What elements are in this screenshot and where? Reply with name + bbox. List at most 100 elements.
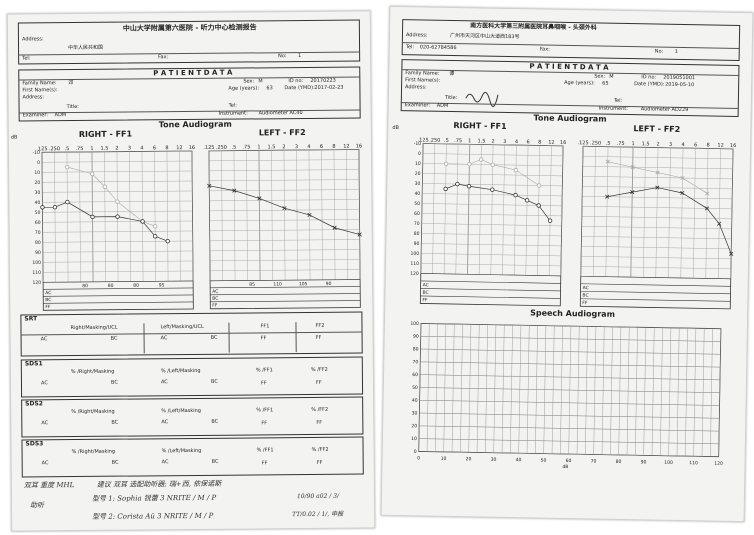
freq-gridline <box>525 145 529 276</box>
speech-v-gridline <box>626 327 630 456</box>
threshold-line <box>445 183 551 221</box>
speech-v-gridline <box>701 328 705 457</box>
freq-gridline <box>420 143 424 274</box>
left-examiner-label: Examiner: <box>22 112 49 119</box>
left-age-label: Age (years): <box>228 85 260 92</box>
threshold-point <box>115 214 120 219</box>
speech-v-gridline <box>510 325 513 454</box>
row-line <box>43 301 194 304</box>
db-tick-label: 20 <box>415 171 421 177</box>
freq-gridline <box>179 151 181 282</box>
freq-tick-label: .75 <box>75 146 83 152</box>
left-left-ear-title: LEFT - FF2 <box>258 127 306 138</box>
db-gridline <box>209 179 360 182</box>
freq-gridline <box>41 152 44 283</box>
speech-v-gridline <box>601 326 605 455</box>
row-value: 80 <box>82 283 88 289</box>
row-value: 95 <box>159 282 165 288</box>
left-title-label: Title: <box>66 103 79 111</box>
speech-v-gridline <box>660 327 663 456</box>
row-label: FF <box>45 304 51 310</box>
left-hand-line2a: 助听 <box>30 501 45 510</box>
db-gridline <box>420 263 561 267</box>
right-sex-value: M <box>609 73 614 80</box>
speech-v-gridline <box>668 327 672 456</box>
db-gridline <box>209 199 360 202</box>
threshold-point <box>729 251 734 256</box>
left-hand-line1b: 建议 双耳 选配助听器; 瑞+西, 依保诺斯 <box>96 479 222 489</box>
threshold-point <box>704 206 710 211</box>
db-tick-label: 120 <box>410 271 419 277</box>
speech-x-tick: 120 <box>714 461 723 467</box>
right-right-ear-title: RIGHT - FF1 <box>453 120 507 131</box>
speech-x-tick: 110 <box>689 460 698 466</box>
freq-tick-label: .250 <box>49 146 60 152</box>
left-date-value: 2017-02-23 <box>314 84 344 91</box>
sds-col-left: % /Left/Masking <box>161 447 202 455</box>
sds-title: SDS3 <box>25 440 44 448</box>
freq-tick-label: 2 <box>282 144 285 150</box>
left-srt-bc-r: BC <box>110 335 118 342</box>
threshold-point <box>232 188 237 193</box>
sds-bc-left: BC <box>211 458 219 465</box>
speech-v-gridline <box>693 328 697 457</box>
speech-v-gridline <box>518 325 522 454</box>
freq-gridline <box>221 150 223 281</box>
sds-col-ff1: % /FF1 <box>256 447 274 454</box>
right-db-label: dB <box>392 124 400 132</box>
db-gridline <box>208 149 359 152</box>
db-gridline <box>42 190 193 193</box>
freq-tick-label: 16 <box>560 140 566 146</box>
freq-tick-label: 1 <box>468 138 471 144</box>
right-audiogram-title: Tone Audiogram <box>533 113 607 124</box>
row-line <box>43 287 194 290</box>
right-tel2-label: Tel: <box>613 97 623 104</box>
left-audiogram-title: Tone Audiogram <box>158 119 232 130</box>
speech-v-gridline <box>585 326 588 455</box>
freq-gridline <box>705 148 709 279</box>
row-line <box>420 295 561 299</box>
db-gridline <box>581 226 732 230</box>
sds-ac-left: AC <box>161 459 169 466</box>
freq-tick-label: .125 <box>577 140 588 146</box>
db-gridline <box>42 230 193 233</box>
db-tick-label: 40 <box>414 191 420 197</box>
left-hand-line1a: 双耳 重度 MHL <box>23 481 75 490</box>
left-right-ear-title: RIGHT - FF1 <box>78 129 133 139</box>
row-value: 80 <box>108 283 114 289</box>
speech-v-gridline <box>610 326 613 455</box>
speech-v-gridline <box>451 324 455 453</box>
freq-tick-label: 1 <box>257 144 260 150</box>
freq-tick-label: .250 <box>216 145 227 151</box>
sds-col-right: % /Right/Masking <box>71 448 116 456</box>
left-hand-line3: 型号 2: Corista Aü 3 NRITE / M / P <box>92 511 214 521</box>
db-gridline <box>209 229 360 232</box>
speech-x-unit: dB <box>562 464 568 470</box>
db-tick-label: 60 <box>414 211 420 217</box>
sds-ff1: FF <box>261 460 268 467</box>
freq-gridline <box>233 150 236 281</box>
freq-gridline <box>693 148 696 279</box>
db-tick-label: 50 <box>35 210 41 216</box>
freq-gridline <box>66 152 69 283</box>
freq-tick-label: 12 <box>343 144 349 150</box>
left-srt-col1: Right/Masking/UCL <box>70 324 118 332</box>
row-line <box>210 286 361 289</box>
row-value: 110 <box>273 281 282 287</box>
freq-tick-label: 6 <box>320 144 323 150</box>
freq-tick-label: 6 <box>153 145 156 151</box>
right-age-value: 65 <box>602 80 609 87</box>
right-title-label: Title: <box>444 94 458 102</box>
freq-tick-label: 8 <box>165 145 168 151</box>
speech-x-tick: 10 <box>441 456 447 462</box>
left-address-label: Address: <box>21 36 44 43</box>
speech-x-tick: 40 <box>516 457 522 463</box>
left-sex-label: Sex: <box>243 78 255 85</box>
speech-y-tick: 90 <box>413 334 419 340</box>
freq-gridline <box>560 145 564 276</box>
freq-tick-label: 16 <box>189 145 195 151</box>
freq-gridline <box>141 151 144 282</box>
db-tick-label: 120 <box>32 280 41 286</box>
freq-gridline <box>502 144 505 275</box>
sds-ff1: FF <box>261 420 268 427</box>
